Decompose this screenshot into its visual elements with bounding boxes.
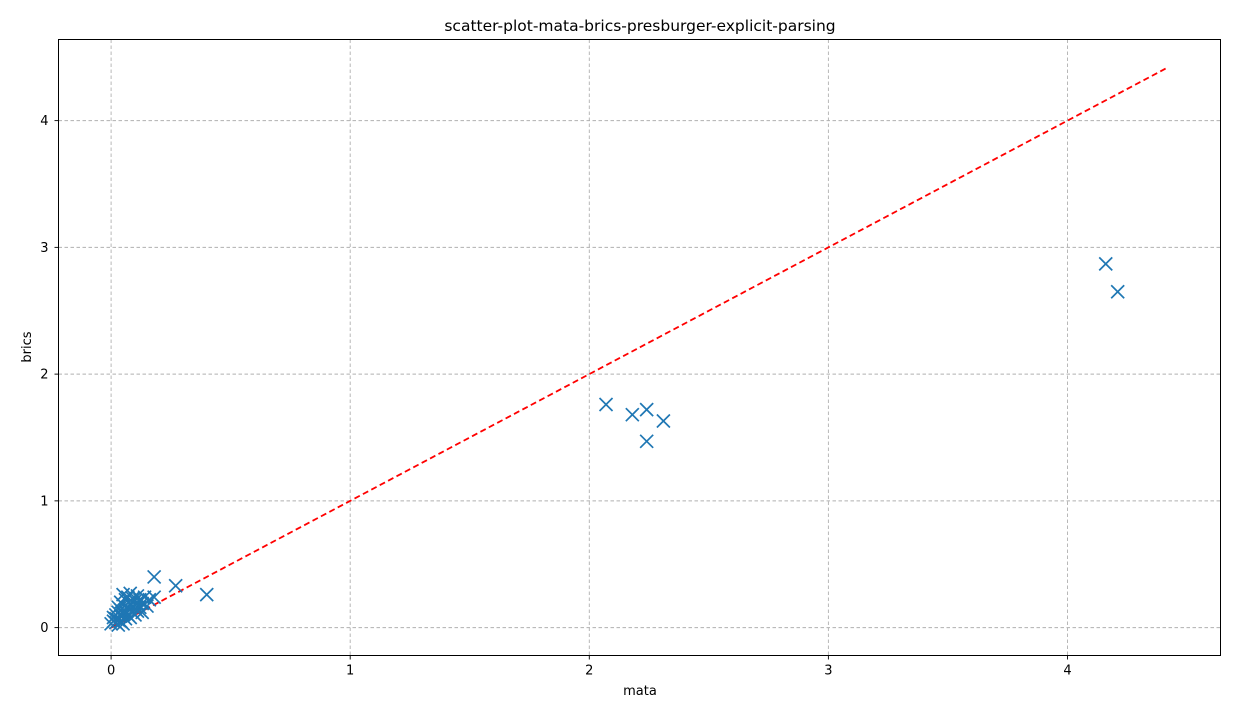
data-point <box>147 569 162 585</box>
x-axis-label: mata <box>623 684 657 699</box>
y-tick-label: 2 <box>40 368 48 383</box>
data-point <box>639 434 654 449</box>
data-point <box>639 402 654 417</box>
x-tick-label: 4 <box>1063 664 1071 679</box>
y-tick-label: 0 <box>40 621 48 636</box>
data-point <box>1098 256 1113 271</box>
data-point <box>598 397 614 412</box>
grid <box>58 39 1221 656</box>
x-tick-label: 0 <box>107 664 115 679</box>
y-tick-label: 1 <box>40 494 48 509</box>
plot-area <box>103 66 1169 633</box>
reference-line <box>110 66 1169 629</box>
y-axis-label: brics <box>20 331 35 362</box>
data-point <box>142 592 157 607</box>
scatter-markers <box>103 256 1125 633</box>
x-tick-label: 3 <box>824 664 832 679</box>
data-point <box>625 407 640 422</box>
data-point <box>147 590 162 605</box>
y-tick-label: 3 <box>40 241 48 256</box>
x-tick-label: 1 <box>346 664 354 679</box>
plot-frame <box>58 39 1221 656</box>
data-point <box>1110 284 1125 299</box>
y-tick-label: 4 <box>40 114 48 129</box>
x-tick-label: 2 <box>585 664 593 679</box>
data-point <box>656 413 671 429</box>
data-point <box>199 587 214 602</box>
data-point <box>168 578 183 593</box>
chart-title: scatter-plot-mata-brics-presburger-expli… <box>444 17 835 35</box>
axis-ticks: 0 1 2 3 4 0 1 2 3 4 <box>40 114 1071 678</box>
